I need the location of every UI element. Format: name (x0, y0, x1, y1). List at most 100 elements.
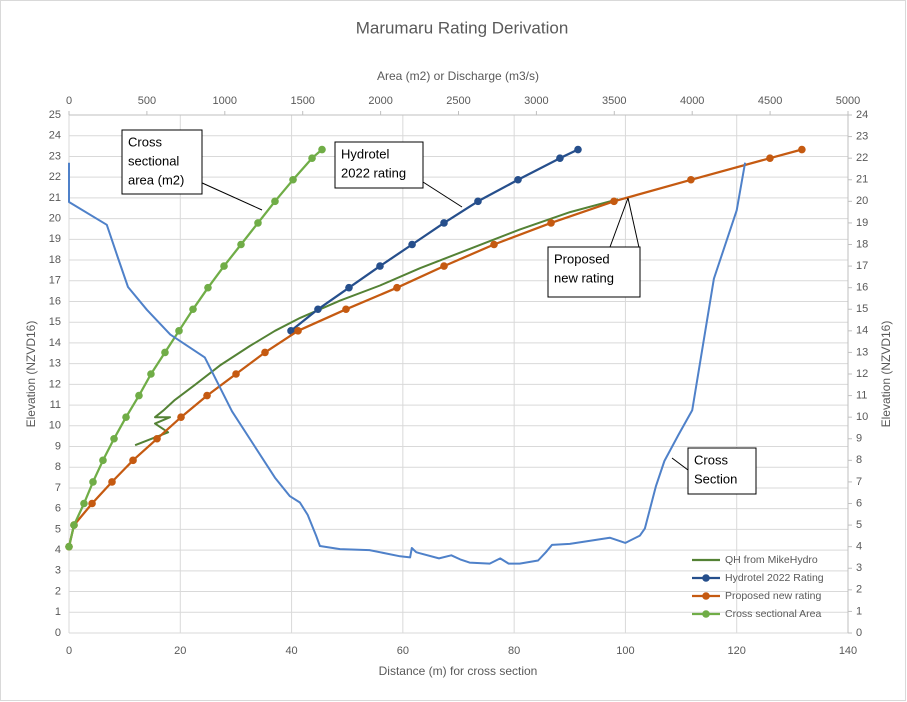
legend-label: Proposed new rating (725, 590, 821, 602)
point (135, 391, 143, 400)
annotation-arrow (671, 457, 689, 471)
x-tick-label: 20 (174, 645, 186, 657)
y2-tick-label: 14 (856, 325, 868, 337)
point (610, 197, 618, 206)
y-tick-label: 5 (55, 523, 61, 535)
y-tick-label: 14 (49, 337, 61, 349)
y-tick-label: 11 (50, 399, 61, 411)
annotation-text: sectional (128, 153, 179, 168)
annotation-arrow (609, 197, 629, 248)
y2-tick-label: 21 (856, 174, 868, 186)
point (70, 521, 78, 529)
point (798, 145, 806, 154)
point (490, 240, 498, 249)
x2-tick-label: 4500 (758, 95, 782, 107)
annotation-text: Cross (128, 134, 162, 149)
point (294, 327, 302, 335)
series-line (67, 148, 323, 547)
x-tick-label: 60 (397, 645, 409, 657)
y2-tick-label: 0 (856, 627, 862, 639)
annotation-arrow (627, 197, 641, 253)
y2-tick-label: 9 (856, 433, 862, 445)
annotation-text: Section (694, 471, 737, 486)
annotation-text: new rating (554, 270, 614, 285)
annotation-box (687, 447, 757, 495)
y-tick-label: 23 (49, 150, 61, 162)
point (308, 154, 316, 162)
series-line (290, 148, 579, 332)
y-tick-label: 1 (55, 606, 61, 618)
y-tick-label: 3 (55, 565, 61, 577)
y-tick-label: 17 (49, 275, 61, 287)
x-tick-label: 120 (728, 645, 746, 657)
point (318, 145, 326, 154)
point (514, 175, 522, 184)
point (153, 434, 161, 443)
y-tick-label: 20 (49, 213, 61, 225)
x-tick-label: 40 (285, 645, 297, 657)
point (440, 219, 448, 227)
point (237, 240, 245, 249)
point (65, 542, 73, 551)
point (110, 434, 118, 443)
annotation-arrow (199, 181, 263, 211)
x2-tick-label: 2000 (368, 95, 392, 107)
y-tick-label: 19 (49, 233, 61, 245)
y2-tick-label: 18 (856, 238, 868, 250)
annotation-text: 2022 rating (341, 165, 406, 180)
y2-tick-label: 19 (856, 217, 868, 229)
y2-tick-label: 17 (856, 260, 868, 272)
y2-tick-label: 7 (856, 476, 862, 488)
point (80, 499, 88, 508)
series-line (67, 148, 803, 547)
y2-tick-label: 4 (856, 541, 862, 553)
x-axis-label: Distance (m) for cross section (379, 664, 538, 678)
point (189, 305, 197, 314)
y2-tick-label: 22 (856, 152, 868, 164)
y-tick-label: 8 (55, 461, 61, 473)
point (161, 348, 169, 357)
point (287, 327, 295, 335)
y2-tick-label: 6 (856, 497, 862, 509)
x-tick-label: 140 (839, 645, 857, 657)
point (574, 145, 582, 154)
y-tick-label: 4 (55, 544, 61, 556)
y-tick-label: 10 (49, 420, 61, 432)
y-tick-label: 21 (49, 192, 61, 204)
legend-label: Cross sectional Area (725, 608, 821, 620)
annotation-box (547, 246, 641, 298)
y2-tick-label: 12 (856, 368, 868, 380)
y2-tick-label: 11 (856, 389, 867, 401)
legend-marker (702, 574, 710, 582)
point (129, 456, 137, 465)
point (204, 283, 212, 292)
point (89, 478, 97, 486)
y-tick-label: 12 (49, 378, 61, 390)
y-tick-label: 2 (55, 585, 61, 597)
y-tick-label: 24 (49, 130, 61, 142)
point (766, 154, 774, 162)
legend-label: QH from MikeHydro (725, 554, 818, 566)
y-tick-label: 18 (49, 254, 61, 266)
point (314, 305, 322, 314)
y2-tick-label: 2 (856, 584, 862, 596)
point (220, 262, 228, 270)
x2-tick-label: 4000 (680, 95, 704, 107)
point (289, 175, 297, 184)
point (556, 154, 564, 162)
point (345, 283, 353, 292)
point (254, 219, 262, 227)
series-line (134, 198, 619, 447)
point (271, 197, 279, 206)
point (177, 413, 185, 421)
annotation-arrow (422, 181, 463, 208)
point (88, 499, 96, 508)
y-tick-label: 6 (55, 503, 61, 515)
point (376, 262, 384, 270)
annotation-box (334, 141, 424, 189)
y-tick-label: 0 (55, 627, 61, 639)
y2-tick-label: 13 (856, 346, 868, 358)
